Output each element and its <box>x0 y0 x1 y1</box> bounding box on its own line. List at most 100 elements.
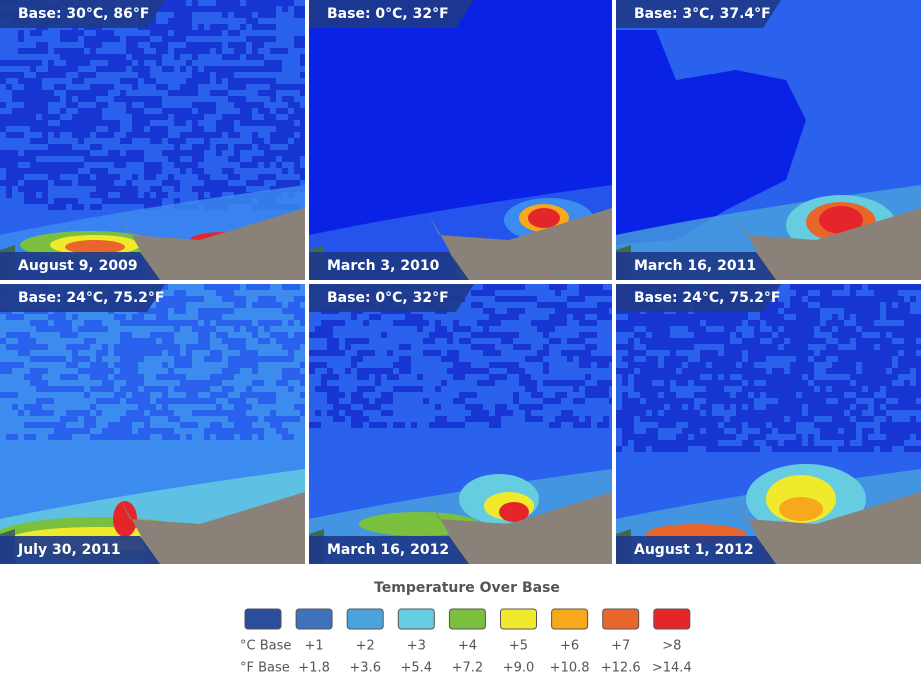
pixel <box>772 386 778 392</box>
pixel <box>718 434 736 440</box>
pixel <box>441 416 447 422</box>
pixel <box>120 60 126 66</box>
pixel <box>42 192 48 198</box>
pixel <box>772 392 778 398</box>
pixel <box>327 344 339 350</box>
pixel <box>664 314 682 320</box>
pixel <box>754 356 766 362</box>
pixel <box>36 90 42 96</box>
pixel <box>36 30 42 36</box>
pixel <box>916 314 921 320</box>
pixel <box>664 326 670 332</box>
pixel <box>351 362 357 368</box>
pixel <box>850 446 868 452</box>
pixel <box>18 36 24 42</box>
pixel <box>856 410 862 416</box>
base-label: Base: 30°C, 86°F <box>18 6 149 22</box>
pixel <box>772 380 784 386</box>
pixel <box>820 386 826 392</box>
pixel <box>856 344 874 350</box>
pixel <box>706 320 724 326</box>
pixel <box>78 204 84 210</box>
pixel <box>174 48 192 54</box>
pixel <box>706 386 724 392</box>
pixel <box>802 302 808 308</box>
pixel <box>120 66 126 72</box>
pixel <box>874 314 880 320</box>
pixel <box>240 356 252 362</box>
pixel <box>156 48 168 54</box>
pixel <box>138 356 144 362</box>
pixel <box>676 398 688 404</box>
pixel <box>868 380 886 386</box>
pixel <box>670 344 676 350</box>
pixel <box>12 90 30 96</box>
pixel <box>525 356 543 362</box>
pixel <box>84 338 96 344</box>
pixel <box>18 30 24 36</box>
pixel <box>234 186 246 192</box>
pixel <box>628 320 640 326</box>
legend-swatch <box>448 608 486 630</box>
pixel <box>862 374 868 380</box>
pixel <box>814 410 832 416</box>
pixel <box>276 108 288 114</box>
pixel <box>156 320 174 326</box>
pixel <box>742 446 760 452</box>
date-label: August 9, 2009 <box>18 258 138 274</box>
pixel <box>730 446 736 452</box>
pixel <box>246 18 258 24</box>
pixel <box>90 374 108 380</box>
pixel <box>240 114 252 120</box>
pixel <box>18 362 24 368</box>
pixel <box>591 332 597 338</box>
pixel <box>252 326 258 332</box>
pixel <box>700 422 718 428</box>
pixel <box>567 296 585 302</box>
pixel <box>54 356 66 362</box>
pixel <box>736 446 742 452</box>
pixel <box>694 320 700 326</box>
pixel <box>465 404 483 410</box>
pixel <box>808 296 814 302</box>
pixel <box>321 320 339 326</box>
pixel <box>802 332 814 338</box>
pixel <box>48 72 66 78</box>
pixel <box>150 308 168 314</box>
pixel <box>898 302 904 308</box>
pixel <box>910 416 916 422</box>
pixel <box>760 410 778 416</box>
pixel <box>363 416 369 422</box>
pixel <box>309 362 327 368</box>
legend-title: Temperature Over Base <box>374 580 560 596</box>
pixel <box>72 168 78 174</box>
pixel <box>736 410 748 416</box>
pixel <box>886 302 892 308</box>
pixel <box>375 380 381 386</box>
pixel <box>664 332 670 338</box>
pixel <box>754 326 760 332</box>
pixel <box>682 356 688 362</box>
pixel <box>162 338 174 344</box>
pixel <box>300 296 305 302</box>
pixel <box>186 6 198 12</box>
pixel <box>12 72 18 78</box>
pixel <box>288 302 300 308</box>
pixel <box>78 108 90 114</box>
pixel <box>844 314 850 320</box>
pixel <box>66 374 78 380</box>
pixel <box>198 186 216 192</box>
pixel <box>916 392 921 398</box>
pixel <box>180 66 186 72</box>
pixel <box>670 350 676 356</box>
plume <box>65 240 125 254</box>
pixel <box>54 434 72 440</box>
pixel <box>321 350 339 356</box>
pixel <box>676 434 688 440</box>
pixel <box>42 138 48 144</box>
pixel <box>652 356 658 362</box>
pixel <box>282 434 294 440</box>
pixel <box>784 404 802 410</box>
pixel <box>628 368 634 374</box>
pixel <box>892 368 910 374</box>
